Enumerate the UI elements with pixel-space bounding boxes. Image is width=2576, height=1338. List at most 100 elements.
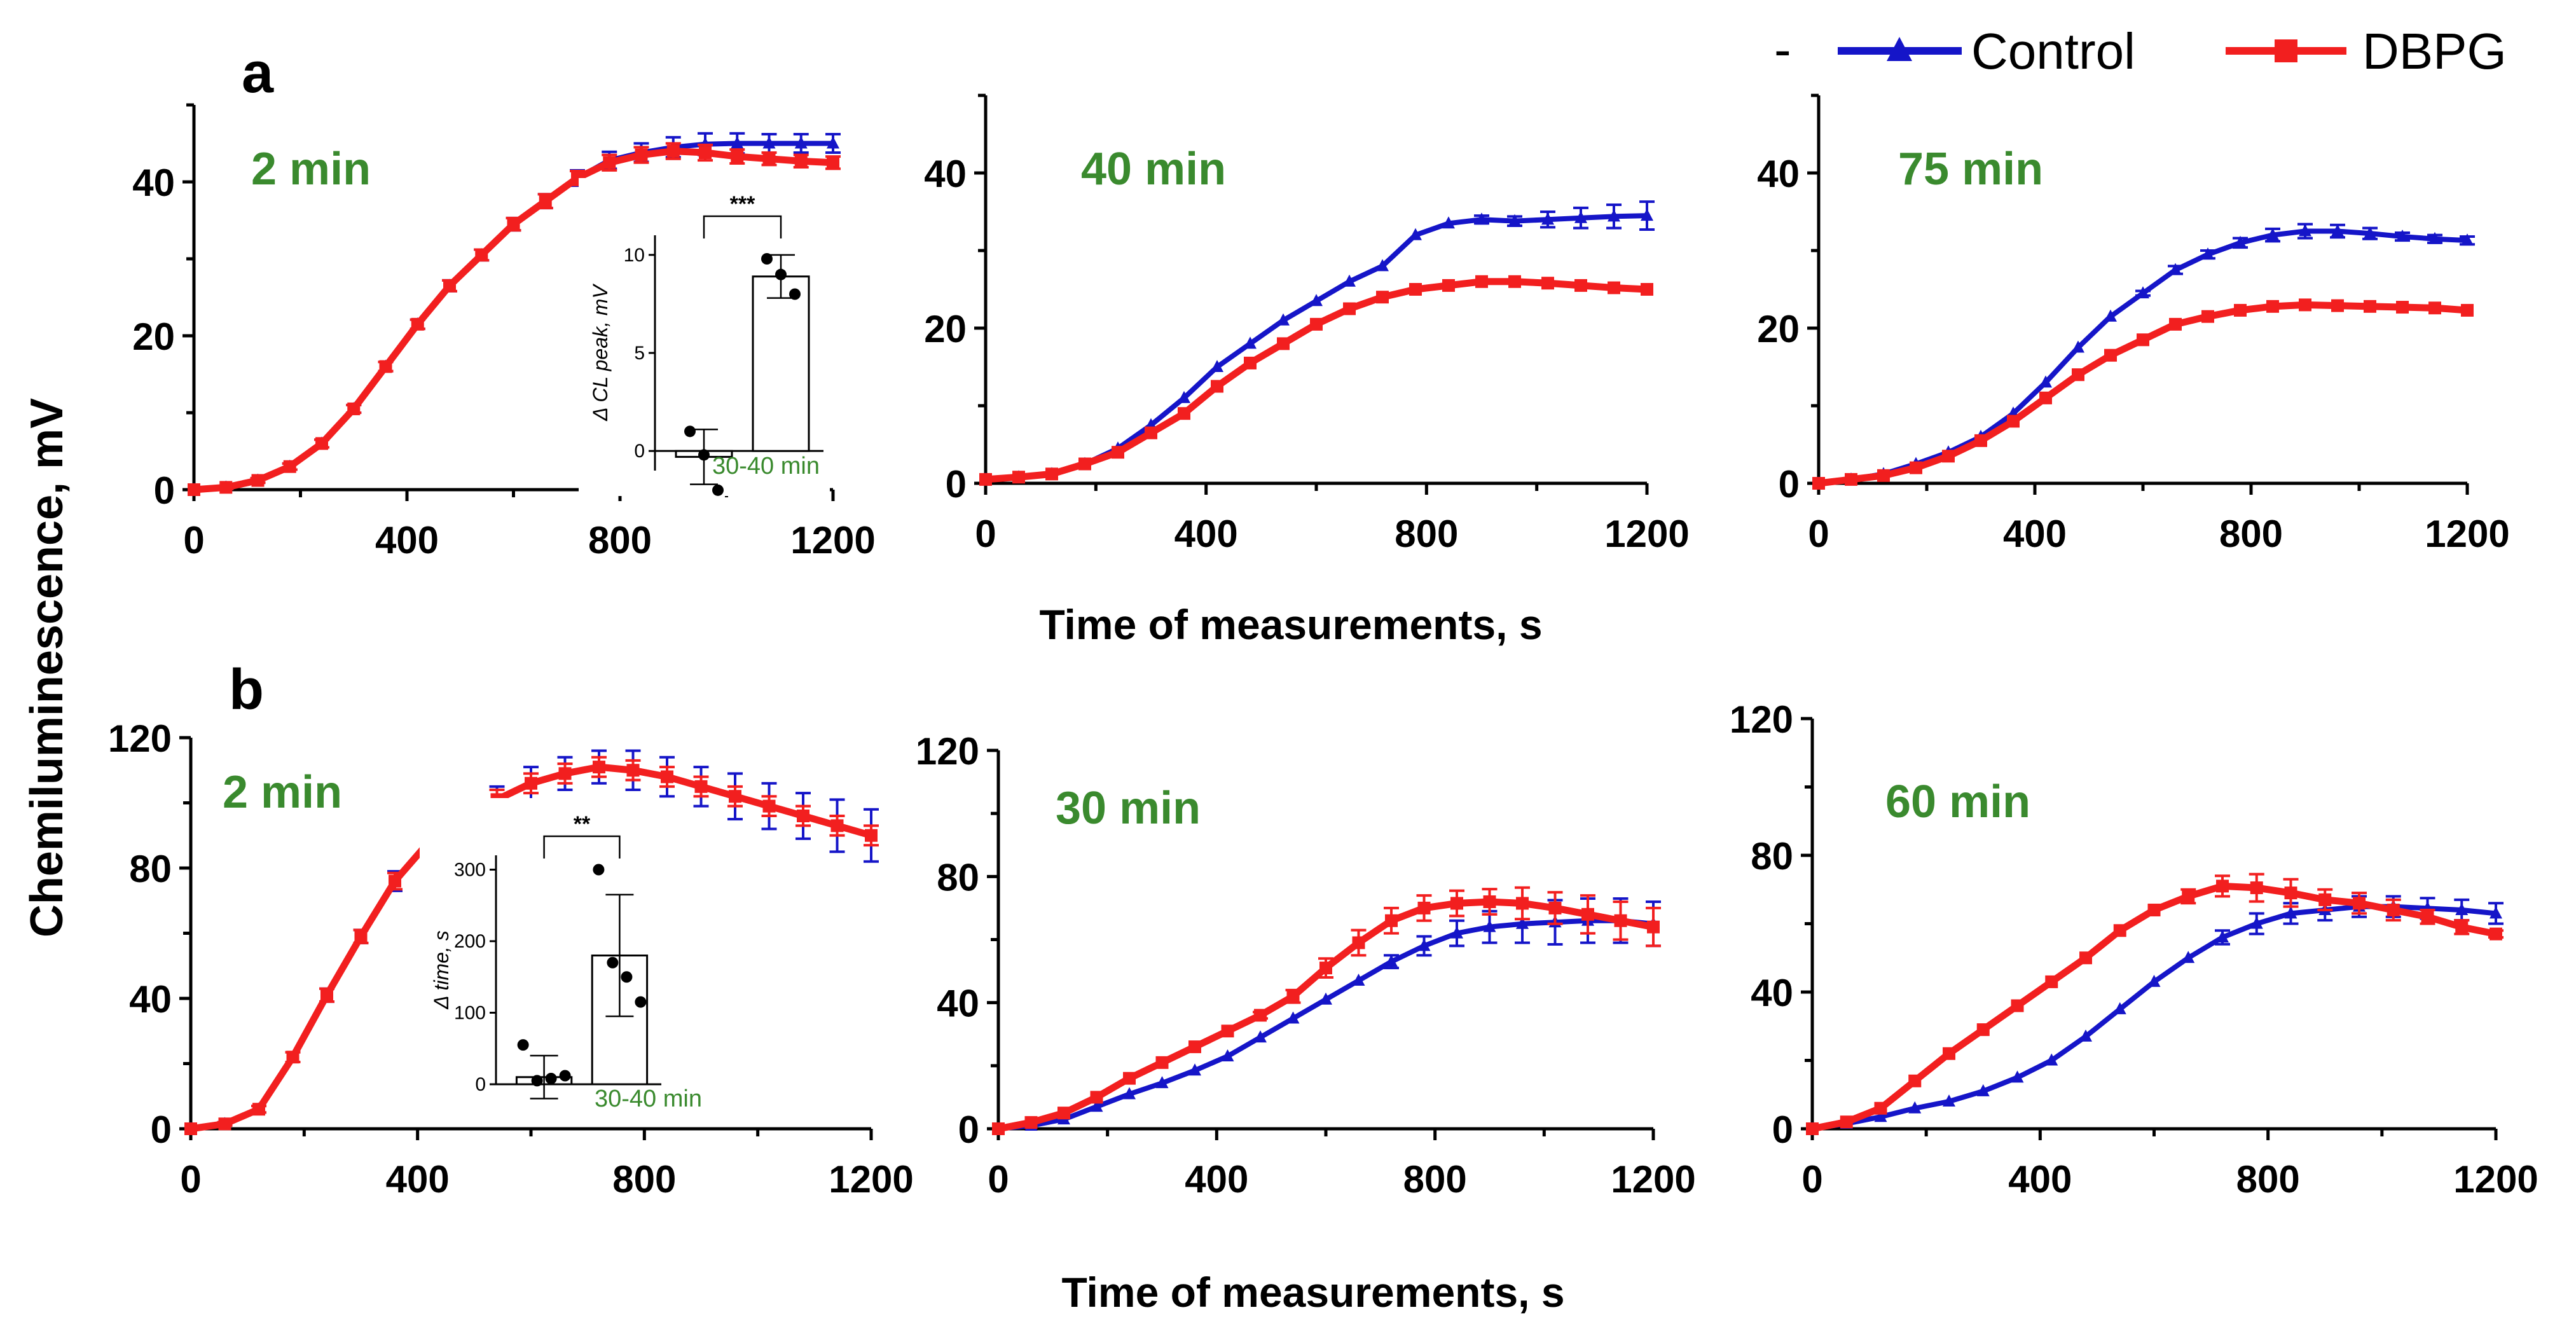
- series-dbpg: [979, 275, 1653, 486]
- panel-b3: 0 400 800 1200 0 40 80 120 60 min: [1730, 698, 2538, 1201]
- data-point-square: [1508, 275, 1521, 288]
- inset-point: [684, 425, 696, 438]
- y-tick-label: 120: [108, 717, 172, 760]
- y-tick-label: 80: [937, 856, 979, 899]
- data-point-square: [475, 248, 488, 261]
- data-point-square: [1877, 469, 1890, 482]
- data-point-square: [1574, 279, 1587, 292]
- x-tick-label: 0: [183, 519, 204, 562]
- data-point-square: [2461, 303, 2474, 317]
- data-point-triangle: [1641, 209, 1653, 221]
- data-point-square: [2250, 881, 2263, 895]
- data-point-square: [2104, 348, 2117, 362]
- inset-y-label: Δ CL peak, mV: [589, 284, 612, 422]
- data-point-triangle: [1244, 336, 1257, 349]
- data-point-square: [2234, 303, 2247, 317]
- data-point-square: [1188, 1040, 1201, 1054]
- data-point-square: [1024, 1116, 1038, 1129]
- data-point-square: [1548, 901, 1562, 914]
- data-point-square: [626, 764, 640, 777]
- data-point-square: [286, 1051, 300, 1064]
- legend-control-marker: [1887, 37, 1912, 61]
- series-line: [1818, 301, 2468, 487]
- inset-y-tick-label: 200: [454, 931, 486, 952]
- data-point-square: [865, 829, 878, 842]
- data-point-square: [1647, 920, 1660, 934]
- data-point-triangle: [1123, 1087, 1136, 1100]
- data-point-square: [2490, 927, 2502, 941]
- data-point-triangle: [2284, 906, 2297, 919]
- data-point-triangle: [2137, 286, 2149, 299]
- data-point-triangle: [1516, 916, 1529, 929]
- data-point-square: [558, 767, 572, 780]
- data-point-triangle: [2396, 230, 2409, 242]
- data-point-square: [794, 155, 808, 168]
- data-point-triangle: [1221, 1049, 1234, 1061]
- data-point-square: [251, 474, 265, 487]
- data-point-triangle: [2428, 231, 2441, 244]
- data-point-triangle: [1442, 216, 1455, 229]
- data-point-square: [661, 770, 673, 783]
- data-point-square: [411, 317, 424, 331]
- x-tick-label: 400: [2003, 513, 2067, 555]
- inset-y-tick-label: 0: [634, 441, 645, 462]
- x-tick-label: 400: [1174, 513, 1238, 555]
- inset-point: [761, 253, 773, 265]
- data-point-triangle: [2490, 906, 2502, 919]
- data-point-square: [1112, 446, 1124, 459]
- panel-b2: 0 400 800 1200 0 40 80 120 30 min: [916, 730, 1696, 1201]
- inset-caption: 30-40 min: [595, 1086, 702, 1112]
- data-point-square: [219, 481, 233, 494]
- series-line: [1818, 228, 2468, 486]
- panel-a2: 0 400 800 1200 0 20 40 40 min: [924, 93, 1690, 555]
- panel-title: 75 min: [1898, 144, 2043, 195]
- data-point-square: [1376, 291, 1389, 304]
- data-point-square: [1221, 1024, 1234, 1038]
- panel-title: 60 min: [1885, 776, 2030, 827]
- inset-point: [635, 996, 647, 1008]
- series-control: [1812, 223, 2475, 488]
- data-point-square: [2284, 886, 2297, 900]
- data-point-square: [1874, 1101, 1887, 1115]
- data-point-triangle: [699, 137, 712, 149]
- data-point-square: [694, 780, 708, 793]
- data-point-square: [2318, 893, 2332, 906]
- x-tick-label: 1200: [2453, 1158, 2538, 1201]
- data-point-square: [1845, 472, 1857, 486]
- data-point-triangle: [2169, 263, 2182, 275]
- inset-point: [698, 449, 710, 461]
- data-point-square: [1310, 317, 1323, 331]
- inset-point: [559, 1070, 571, 1082]
- data-point-square: [1840, 1115, 1853, 1129]
- data-point-triangle: [1352, 973, 1365, 986]
- series-control: [979, 200, 1655, 485]
- data-point-square: [1012, 471, 1025, 484]
- data-point-square: [1974, 434, 1987, 447]
- data-point-square: [1286, 990, 1300, 1003]
- panel-letter-b: b: [229, 658, 264, 722]
- x-tick-label: 1200: [829, 1158, 913, 1201]
- data-point-square: [2299, 298, 2311, 312]
- data-point-triangle: [2201, 247, 2214, 260]
- x-tick-label: 0: [988, 1158, 1009, 1201]
- data-point-triangle: [2011, 1070, 2024, 1083]
- panel-title: 30 min: [1056, 783, 1201, 834]
- data-point-square: [830, 819, 844, 832]
- data-point-triangle: [1254, 1030, 1267, 1043]
- inset-sig-label: **: [574, 812, 591, 836]
- data-point-square: [2353, 897, 2366, 910]
- inset-a1: 0 5 10 Δ CL peak, mV *** 30-40 min: [579, 178, 830, 496]
- data-point-square: [2045, 975, 2058, 988]
- data-point-square: [1608, 281, 1620, 294]
- y-tick-label: 20: [924, 308, 967, 350]
- data-point-square: [347, 402, 361, 415]
- y-tick-label: 120: [1730, 698, 1793, 741]
- series-dbpg: [188, 142, 841, 496]
- y-tick-label: 40: [1751, 972, 1793, 1014]
- data-point-triangle: [1155, 1076, 1169, 1089]
- data-point-square: [1319, 962, 1332, 975]
- data-point-square: [1976, 1023, 1990, 1037]
- data-point-square: [699, 146, 712, 160]
- data-point-square: [1516, 897, 1529, 910]
